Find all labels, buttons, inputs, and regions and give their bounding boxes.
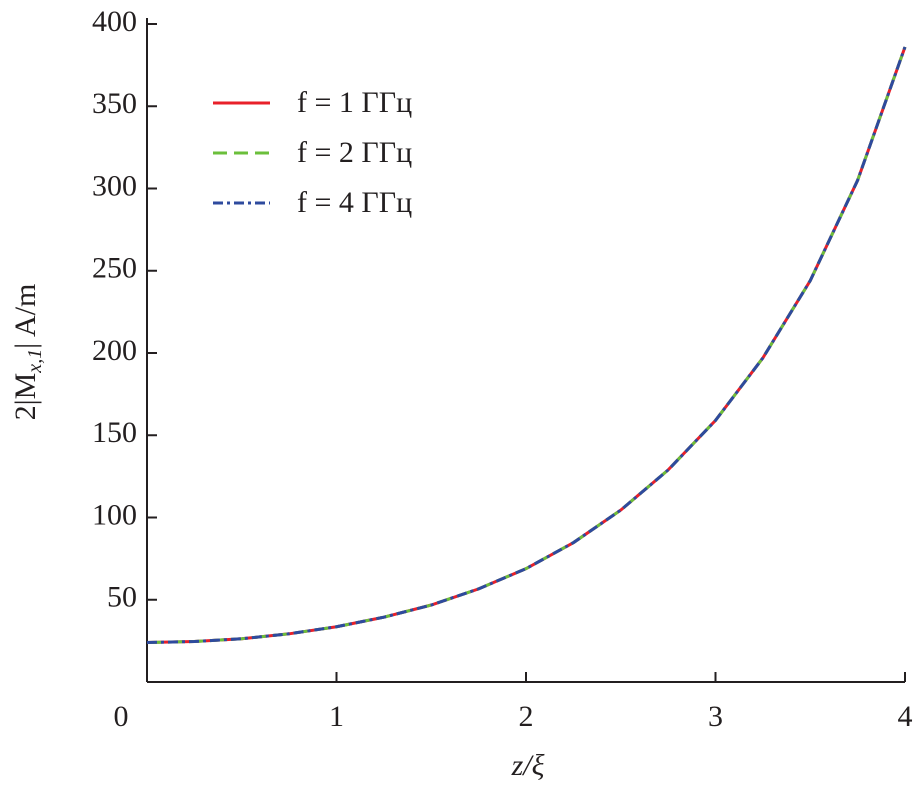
y-label-sub: x,1 <box>24 349 46 374</box>
y-tick-label: 150 <box>92 416 137 449</box>
y-label-main: 2|M <box>9 373 42 421</box>
y-label-end: | A/m <box>9 284 42 349</box>
y-tick-label: 350 <box>92 87 137 120</box>
y-tick-label: 50 <box>107 581 137 614</box>
x-tick-label: 3 <box>708 700 723 733</box>
x-tick-label: 1 <box>329 700 344 733</box>
series-line <box>146 46 907 645</box>
y-tick-label: 100 <box>92 498 137 531</box>
series-line <box>146 46 907 645</box>
x-tick-label: 0 <box>114 700 129 733</box>
y-axis-label: 2|Mx,1| A/m <box>9 284 46 421</box>
y-tick-label: 400 <box>92 5 137 38</box>
legend-label: f = 1 ГГц <box>297 86 412 119</box>
y-tick-label: 200 <box>92 334 137 367</box>
y-tick-label: 300 <box>92 169 137 202</box>
x-tick-label: 2 <box>519 700 534 733</box>
legend-label: f = 2 ГГц <box>297 136 412 169</box>
x-tick-label: 4 <box>898 700 913 733</box>
x-axis-label: z/ξ <box>511 749 545 782</box>
series-line <box>146 46 907 645</box>
legend-label: f = 4 ГГц <box>297 186 412 219</box>
y-tick-label: 250 <box>92 252 137 285</box>
